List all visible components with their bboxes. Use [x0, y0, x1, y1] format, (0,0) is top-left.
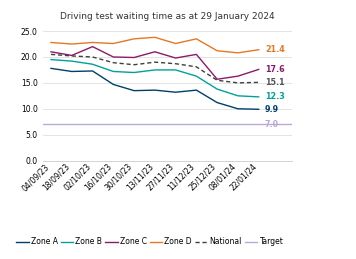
Zone B: [153, 68, 157, 71]
Zone D: [90, 41, 95, 44]
Zone A: [194, 89, 199, 92]
Line: Zone D: Zone D: [51, 37, 259, 53]
Zone C: [132, 56, 136, 59]
Zone C: [173, 56, 178, 60]
Zone B: [215, 88, 219, 91]
Zone D: [236, 51, 240, 54]
Zone A: [236, 107, 240, 110]
Zone A: [111, 83, 115, 86]
Line: National: National: [51, 54, 259, 83]
Zone D: [173, 42, 178, 45]
National: [257, 81, 261, 84]
Zone A: [173, 91, 178, 94]
Zone B: [90, 63, 95, 66]
National: [132, 63, 136, 66]
Zone D: [153, 36, 157, 39]
Text: 12.3: 12.3: [265, 92, 285, 101]
Text: 15.1: 15.1: [265, 78, 284, 87]
Zone A: [70, 70, 74, 73]
Zone D: [257, 48, 261, 51]
National: [153, 61, 157, 64]
Zone B: [194, 75, 199, 78]
Zone B: [257, 95, 261, 98]
Zone C: [90, 45, 95, 48]
Zone C: [49, 50, 53, 53]
Text: 17.6: 17.6: [265, 65, 284, 74]
Zone B: [236, 94, 240, 97]
Zone C: [194, 53, 199, 56]
National: [236, 81, 240, 84]
National: [194, 65, 199, 68]
Zone C: [153, 50, 157, 53]
Zone B: [49, 58, 53, 61]
Zone C: [257, 68, 261, 71]
Title: Driving test waiting time as at 29 January 2024: Driving test waiting time as at 29 Janua…: [60, 12, 274, 21]
Legend: Zone A, Zone B, Zone C, Zone D, National, Target: Zone A, Zone B, Zone C, Zone D, National…: [13, 234, 287, 249]
Zone B: [173, 68, 178, 71]
Zone D: [132, 37, 136, 40]
Zone A: [215, 101, 219, 104]
National: [90, 55, 95, 59]
Text: 9.9: 9.9: [265, 105, 279, 114]
National: [49, 53, 53, 56]
Line: Zone C: Zone C: [51, 47, 259, 79]
Zone B: [111, 70, 115, 73]
Zone D: [215, 49, 219, 52]
Zone D: [70, 42, 74, 46]
Text: 21.4: 21.4: [265, 45, 285, 54]
Zone A: [132, 89, 136, 92]
Zone A: [153, 89, 157, 92]
Line: Zone B: Zone B: [51, 60, 259, 97]
Target: [49, 123, 53, 126]
Zone C: [70, 54, 74, 57]
Zone D: [111, 42, 115, 45]
Line: Zone A: Zone A: [51, 68, 259, 109]
National: [173, 62, 178, 65]
Zone A: [257, 108, 261, 111]
Zone A: [90, 69, 95, 73]
Zone C: [236, 75, 240, 78]
National: [215, 79, 219, 82]
Zone B: [70, 60, 74, 63]
Zone D: [194, 37, 199, 40]
Zone D: [49, 41, 53, 44]
Text: 7.0: 7.0: [265, 120, 279, 129]
Target: [70, 123, 74, 126]
Zone A: [49, 67, 53, 70]
National: [70, 54, 74, 57]
National: [111, 61, 115, 64]
Zone B: [132, 71, 136, 74]
Zone C: [111, 55, 115, 59]
Zone C: [215, 78, 219, 81]
